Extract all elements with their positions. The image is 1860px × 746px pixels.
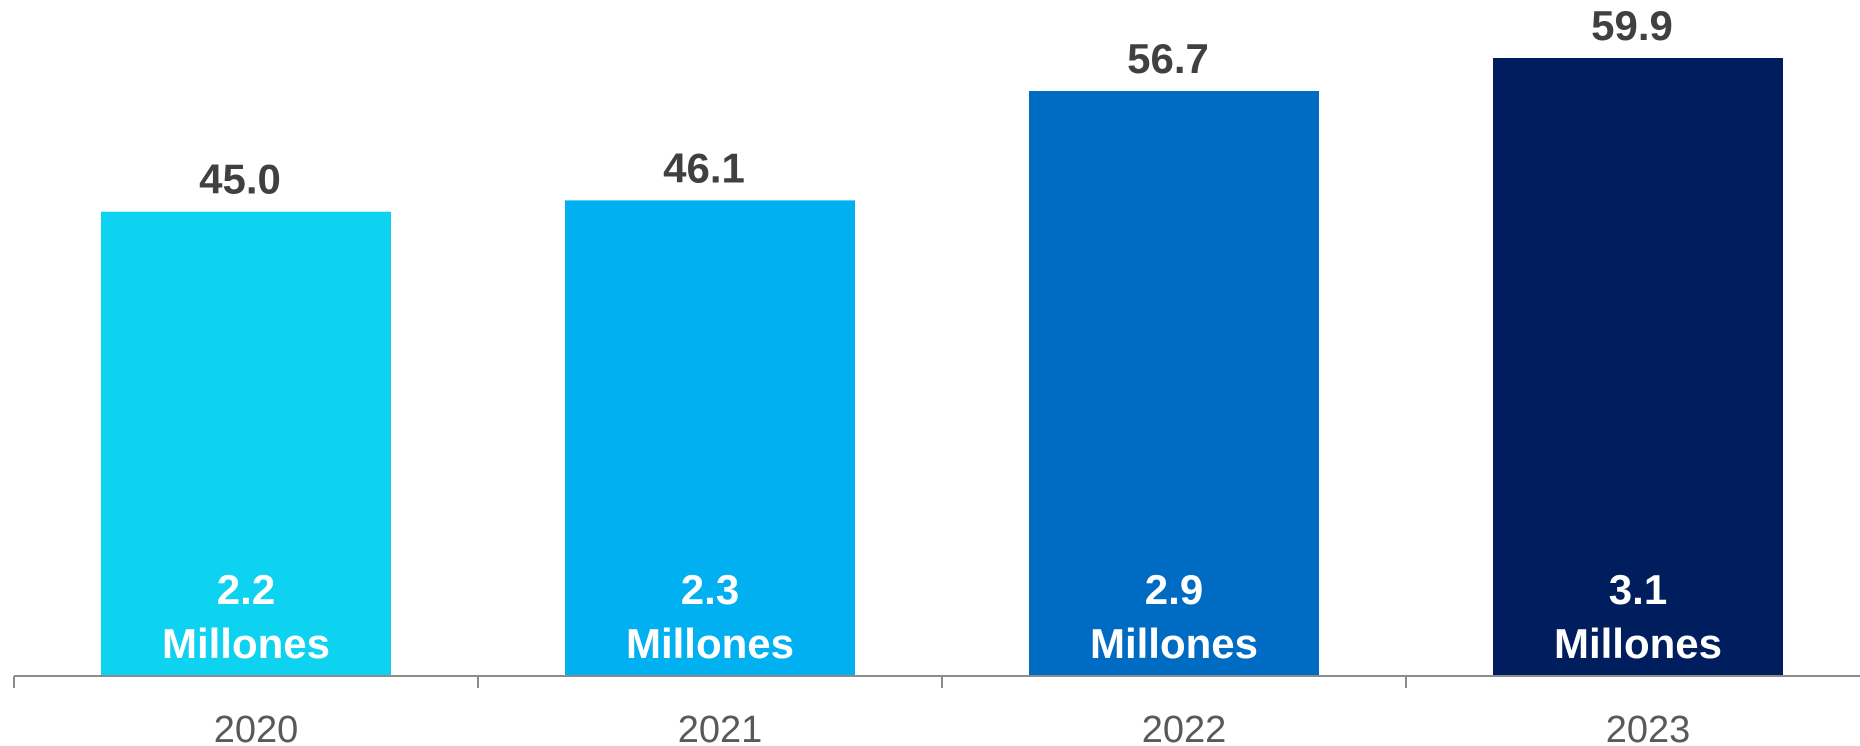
- value-label-2023: 59.9: [1591, 2, 1673, 49]
- bar-2021: [565, 200, 855, 676]
- inner-unit-2023: Millones: [1554, 620, 1722, 667]
- inner-unit-2022: Millones: [1090, 620, 1258, 667]
- tick-label-2020: 2020: [214, 709, 299, 746]
- inner-unit-2021: Millones: [626, 620, 794, 667]
- bar-2020: [101, 211, 391, 677]
- inner-number-2022: 2.9: [1145, 566, 1203, 613]
- value-label-2021: 46.1: [663, 144, 745, 191]
- inner-unit-2020: Millones: [162, 620, 330, 667]
- bar-2023: [1493, 58, 1783, 676]
- bar-2022: [1029, 91, 1319, 677]
- inner-number-2023: 3.1: [1609, 566, 1667, 613]
- tick-label-2021: 2021: [678, 709, 763, 746]
- inner-number-2020: 2.2: [217, 566, 275, 613]
- value-label-2022: 56.7: [1127, 35, 1209, 82]
- tick-label-2022: 2022: [1142, 709, 1227, 746]
- value-label-2020: 45.0: [199, 156, 281, 203]
- inner-number-2021: 2.3: [681, 566, 739, 613]
- tick-label-2023: 2023: [1606, 709, 1691, 746]
